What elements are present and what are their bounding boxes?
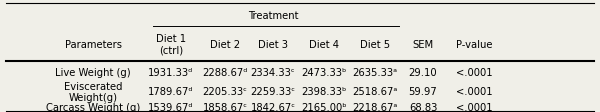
Text: 2165.00ᵇ: 2165.00ᵇ [301,103,347,112]
Text: SEM: SEM [412,40,434,50]
Text: 2635.33ᵃ: 2635.33ᵃ [352,68,398,78]
Text: 1931.33ᵈ: 1931.33ᵈ [148,68,194,78]
Text: 2259.33ᶜ: 2259.33ᶜ [251,87,296,97]
Text: <.0001: <.0001 [455,103,493,112]
Text: 2218.67ᵃ: 2218.67ᵃ [352,103,398,112]
Text: 1842.67ᶜ: 1842.67ᶜ [251,103,296,112]
Text: <.0001: <.0001 [455,87,493,97]
Text: Eviscerated
Weight(g): Eviscerated Weight(g) [64,82,122,103]
Text: Diet 4: Diet 4 [309,40,339,50]
Text: 2205.33ᶜ: 2205.33ᶜ [203,87,247,97]
Text: 2473.33ᵇ: 2473.33ᵇ [301,68,347,78]
Text: <.0001: <.0001 [455,68,493,78]
Text: 1539.67ᵈ: 1539.67ᵈ [148,103,194,112]
Text: 1789.67ᵈ: 1789.67ᵈ [148,87,194,97]
Text: 29.10: 29.10 [409,68,437,78]
Text: P-value: P-value [456,40,492,50]
Text: Carcass Weight (g): Carcass Weight (g) [46,103,140,112]
Text: Diet 3: Diet 3 [258,40,288,50]
Text: 68.83: 68.83 [409,103,437,112]
Text: Live Weight (g): Live Weight (g) [55,68,131,78]
Text: 2518.67ᵃ: 2518.67ᵃ [352,87,398,97]
Text: 1858.67ᶜ: 1858.67ᶜ [203,103,248,112]
Text: 59.97: 59.97 [409,87,437,97]
Text: 2288.67ᵈ: 2288.67ᵈ [202,68,248,78]
Text: 2334.33ᶜ: 2334.33ᶜ [251,68,295,78]
Text: Diet 2: Diet 2 [210,40,240,50]
Text: Diet 5: Diet 5 [360,40,390,50]
Text: Parameters: Parameters [65,40,121,50]
Text: 2398.33ᵇ: 2398.33ᵇ [301,87,347,97]
Text: Diet 1
(ctrl): Diet 1 (ctrl) [156,34,186,56]
Text: Treatment: Treatment [248,11,298,21]
